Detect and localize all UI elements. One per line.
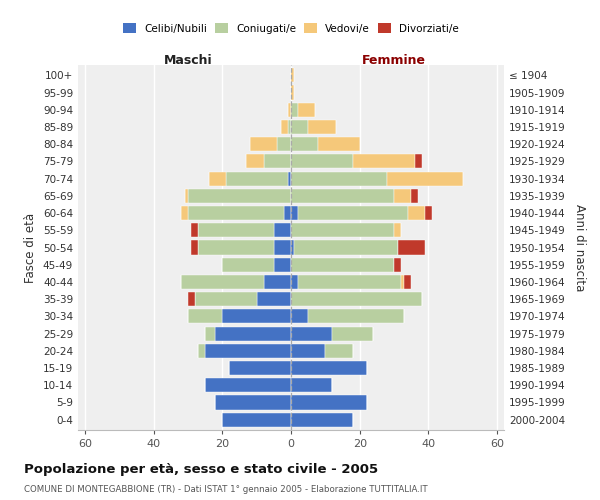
Bar [408,206,425,220]
Text: COMUNE DI MONTEGABBIONE (TR) - Dati ISTAT 1° gennaio 2005 - Elaborazione TUTTITA: COMUNE DI MONTEGABBIONE (TR) - Dati ISTA… [24,485,428,494]
Bar [295,240,398,254]
Bar [291,378,332,392]
Bar [215,326,291,340]
Bar [298,102,315,117]
Bar [298,275,401,289]
Bar [291,240,295,254]
Text: Femmine: Femmine [362,54,426,66]
Bar [205,326,215,340]
Bar [291,120,308,134]
Bar [291,172,387,185]
Bar [298,206,408,220]
Bar [287,172,291,185]
Bar [291,206,298,220]
Bar [308,310,404,324]
Bar [181,206,188,220]
Bar [198,344,205,358]
Bar [185,189,188,203]
Y-axis label: Anni di nascita: Anni di nascita [572,204,586,291]
Bar [425,206,432,220]
Bar [291,275,298,289]
Bar [291,344,325,358]
Bar [398,240,425,254]
Bar [222,310,291,324]
Bar [222,412,291,426]
Bar [394,223,401,238]
Bar [291,258,394,272]
Bar [387,172,463,185]
Bar [222,258,274,272]
Bar [281,120,287,134]
Bar [198,240,274,254]
Bar [291,154,353,168]
Bar [291,223,394,238]
Bar [191,240,198,254]
Bar [401,275,404,289]
Bar [274,240,291,254]
Bar [205,378,291,392]
Bar [291,292,422,306]
Bar [415,154,422,168]
Bar [250,137,277,152]
Bar [394,189,411,203]
Bar [263,275,291,289]
Bar [353,154,415,168]
Bar [404,275,411,289]
Bar [229,361,291,375]
Bar [287,102,291,117]
Bar [195,292,257,306]
Bar [411,189,418,203]
Bar [263,154,291,168]
Bar [308,120,335,134]
Bar [291,189,394,203]
Bar [291,102,298,117]
Bar [319,137,360,152]
Bar [188,292,195,306]
Bar [188,310,222,324]
Bar [191,223,198,238]
Bar [188,189,291,203]
Bar [287,120,291,134]
Bar [181,275,263,289]
Bar [291,137,319,152]
Bar [209,172,226,185]
Bar [188,206,284,220]
Bar [291,412,353,426]
Bar [277,137,291,152]
Legend: Celibi/Nubili, Coniugati/e, Vedovi/e, Divorziati/e: Celibi/Nubili, Coniugati/e, Vedovi/e, Di… [119,19,463,38]
Bar [291,326,332,340]
Y-axis label: Fasce di età: Fasce di età [25,212,37,282]
Bar [274,223,291,238]
Bar [325,344,353,358]
Bar [274,258,291,272]
Bar [284,206,291,220]
Bar [198,223,274,238]
Bar [215,396,291,409]
Text: Maschi: Maschi [164,54,212,66]
Bar [247,154,263,168]
Bar [257,292,291,306]
Bar [205,344,291,358]
Bar [291,361,367,375]
Bar [291,310,308,324]
Bar [291,68,295,82]
Bar [332,326,373,340]
Bar [291,396,367,409]
Bar [394,258,401,272]
Bar [291,86,295,100]
Bar [226,172,287,185]
Text: Popolazione per età, sesso e stato civile - 2005: Popolazione per età, sesso e stato civil… [24,462,378,475]
